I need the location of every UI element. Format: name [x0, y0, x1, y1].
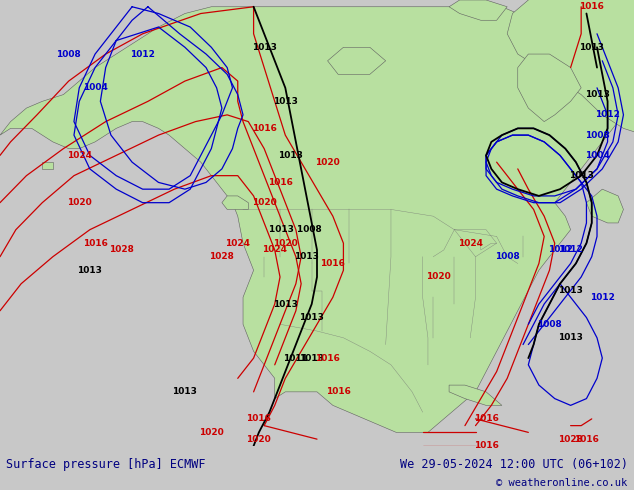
Text: 1016: 1016 — [315, 354, 340, 363]
Text: 1013: 1013 — [273, 299, 298, 309]
Text: 1028: 1028 — [209, 252, 235, 261]
Text: 1013: 1013 — [294, 252, 319, 261]
Polygon shape — [42, 162, 53, 169]
Text: 1013: 1013 — [299, 354, 324, 363]
Text: 1024: 1024 — [225, 239, 250, 248]
Text: 1004: 1004 — [585, 151, 609, 160]
Text: 1013: 1013 — [299, 313, 324, 322]
Text: 1012: 1012 — [558, 245, 583, 254]
Text: We 29-05-2024 12:00 UTC (06+102): We 29-05-2024 12:00 UTC (06+102) — [399, 458, 628, 471]
Text: 1016: 1016 — [252, 124, 276, 133]
Text: 1008: 1008 — [585, 131, 609, 140]
Text: 1004: 1004 — [82, 83, 108, 92]
Text: 1008: 1008 — [495, 252, 520, 261]
Text: 1016: 1016 — [474, 441, 498, 450]
Text: 1024: 1024 — [67, 151, 92, 160]
Polygon shape — [518, 54, 581, 122]
Polygon shape — [586, 189, 623, 223]
Text: 1008: 1008 — [56, 49, 81, 58]
Text: 1016: 1016 — [326, 388, 351, 396]
Text: 1013: 1013 — [77, 266, 102, 275]
Text: 1013: 1013 — [273, 97, 298, 106]
Text: 1020: 1020 — [247, 435, 271, 443]
Polygon shape — [0, 7, 623, 432]
Text: 1016: 1016 — [268, 178, 292, 187]
Text: 1024: 1024 — [262, 245, 287, 254]
Text: 1020: 1020 — [273, 239, 298, 248]
Text: 1013: 1013 — [252, 43, 276, 52]
Text: 1024: 1024 — [458, 239, 482, 248]
Text: 1016: 1016 — [579, 2, 604, 11]
Text: 1013: 1013 — [558, 333, 583, 343]
Polygon shape — [449, 0, 507, 20]
Text: 1020: 1020 — [252, 198, 276, 207]
Polygon shape — [328, 48, 385, 74]
Text: 1013 1008: 1013 1008 — [269, 225, 322, 234]
Text: 1020: 1020 — [67, 198, 92, 207]
Text: 1016: 1016 — [82, 239, 108, 248]
Polygon shape — [449, 385, 502, 405]
Text: 1012: 1012 — [548, 245, 573, 254]
Polygon shape — [222, 196, 249, 209]
Text: 1012: 1012 — [590, 293, 615, 302]
Text: 1020: 1020 — [199, 428, 224, 437]
Text: © weatheronline.co.uk: © weatheronline.co.uk — [496, 478, 628, 488]
Text: 1013: 1013 — [569, 171, 593, 180]
Text: 1013: 1013 — [585, 90, 609, 99]
Text: 1028: 1028 — [109, 245, 134, 254]
Text: 1013: 1013 — [558, 286, 583, 295]
Text: 1016: 1016 — [247, 415, 271, 423]
Text: 1028: 1028 — [558, 435, 583, 443]
Text: 1016: 1016 — [320, 259, 346, 268]
Text: 1012: 1012 — [130, 49, 155, 58]
Text: 1012: 1012 — [595, 110, 620, 120]
Text: 1013: 1013 — [278, 151, 303, 160]
Text: 1020: 1020 — [315, 158, 340, 167]
Text: Surface pressure [hPa] ECMWF: Surface pressure [hPa] ECMWF — [6, 458, 206, 471]
Text: 1016: 1016 — [574, 435, 599, 443]
Polygon shape — [507, 0, 634, 135]
Text: 1008: 1008 — [537, 320, 562, 329]
Text: 1020: 1020 — [426, 272, 451, 281]
Text: 1011: 1011 — [283, 354, 308, 363]
Text: 1016: 1016 — [474, 415, 498, 423]
Text: 1013: 1013 — [579, 43, 604, 52]
Text: 1013: 1013 — [172, 388, 197, 396]
